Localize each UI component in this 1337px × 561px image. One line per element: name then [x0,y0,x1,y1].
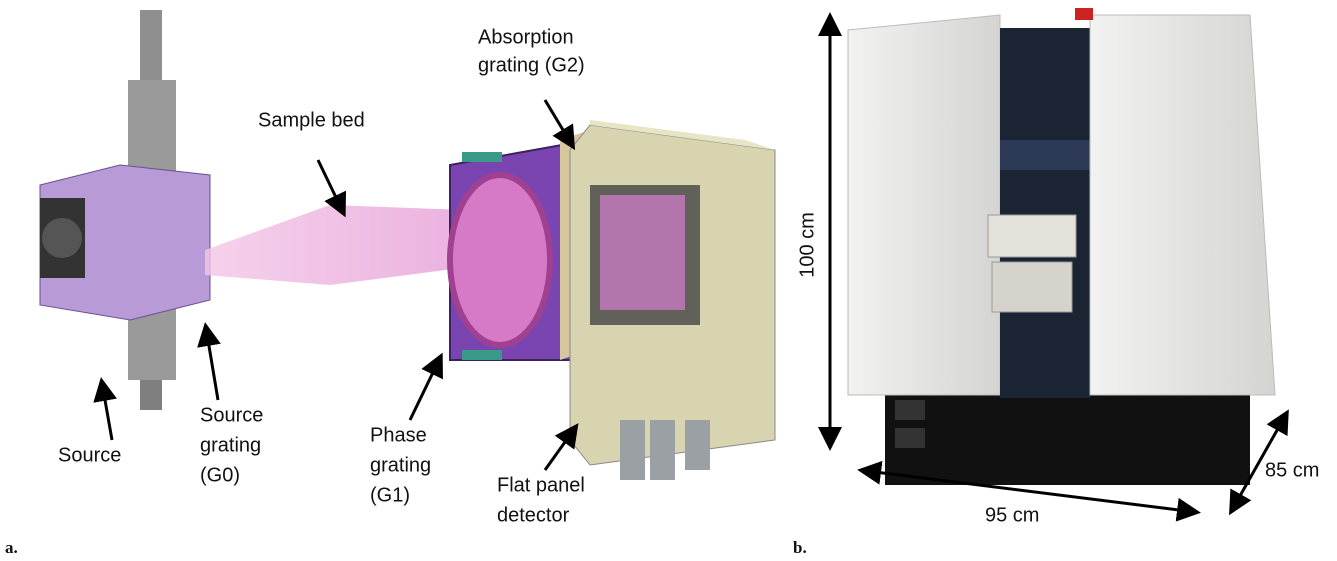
arrow [206,328,218,400]
panel-a-illustration [40,10,775,480]
annotation: Source [200,405,263,427]
arrow [318,160,343,212]
arrow [545,100,572,145]
annotation: 95 cm [985,505,1039,527]
annotation: grating (G2) [478,55,585,77]
arrow [410,358,440,420]
annotation: detector [497,505,570,527]
annotation: 100 cm [797,212,819,278]
arrow [102,383,112,440]
annotation: (G0) [200,465,240,487]
annotation: Phase [370,425,427,447]
annotation: (G1) [370,485,410,507]
annotation: Flat panel [497,475,585,497]
panel-label: a. [5,538,18,557]
annotation: 85 cm [1265,460,1319,482]
panel-b-photo [848,8,1275,485]
annotation: Sample bed [258,110,365,132]
annotation: Source [58,445,121,467]
annotation: grating [200,435,261,457]
annotation: grating [370,455,431,477]
panel-label: b. [793,538,807,557]
arrow [545,428,575,470]
annotation: Absorption [478,27,574,49]
figure: a. Absorption grating (G2) Sample bed Source… [0,0,1337,561]
